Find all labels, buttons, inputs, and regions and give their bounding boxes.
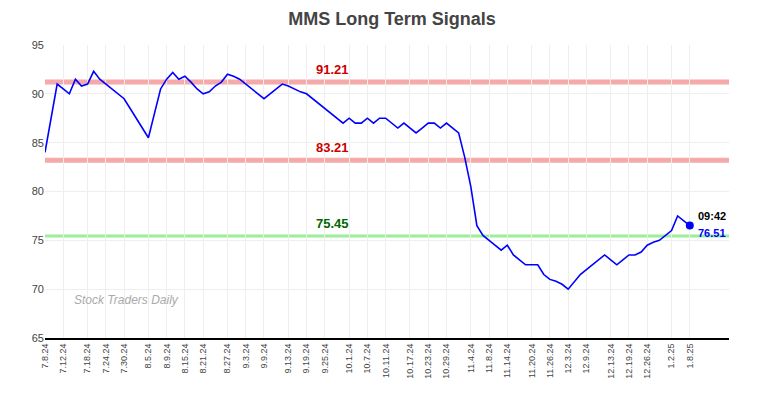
svg-text:Stock Traders Daily: Stock Traders Daily [74,293,179,307]
svg-text:11.26.24: 11.26.24 [545,344,555,378]
svg-text:11.8.24: 11.8.24 [484,344,494,373]
svg-text:7.12.24: 7.12.24 [58,344,68,374]
svg-text:8.9.24: 8.9.24 [162,344,172,369]
svg-text:75: 75 [32,234,44,246]
svg-text:9.25.24: 9.25.24 [320,344,330,374]
svg-text:65: 65 [32,332,44,344]
svg-text:75.45: 75.45 [316,216,349,231]
svg-text:70: 70 [32,283,44,295]
svg-text:10.1.24: 10.1.24 [344,344,354,374]
svg-text:10.29.24: 10.29.24 [441,344,451,379]
svg-text:10.17.24: 10.17.24 [405,344,415,379]
svg-text:7.30.24: 7.30.24 [119,344,129,374]
svg-text:7.18.24: 7.18.24 [83,344,93,374]
svg-text:09:42: 09:42 [698,210,726,222]
svg-text:7.8.24: 7.8.24 [40,344,50,369]
svg-text:10.7.24: 10.7.24 [362,344,372,374]
svg-text:83.21: 83.21 [316,140,349,155]
svg-text:8.15.24: 8.15.24 [180,344,190,374]
svg-text:9.3.24: 9.3.24 [241,344,251,369]
svg-text:85: 85 [32,137,44,149]
svg-text:10.23.24: 10.23.24 [423,344,433,379]
svg-text:9.9.24: 9.9.24 [259,344,269,369]
svg-text:76.51: 76.51 [698,227,726,239]
svg-text:12.19.24: 12.19.24 [624,344,634,379]
svg-text:9.19.24: 9.19.24 [301,344,311,374]
svg-text:12.3.24: 12.3.24 [563,344,573,374]
svg-text:91.21: 91.21 [316,62,349,77]
svg-text:80: 80 [32,185,44,197]
svg-text:90: 90 [32,88,44,100]
svg-text:1.8.25: 1.8.25 [685,344,695,369]
svg-text:11.4.24: 11.4.24 [466,344,476,373]
svg-text:8.21.24: 8.21.24 [198,344,208,374]
svg-text:95: 95 [32,39,44,51]
svg-text:12.26.24: 12.26.24 [642,344,652,379]
svg-text:11.20.24: 11.20.24 [527,344,537,378]
svg-text:12.13.24: 12.13.24 [606,344,616,379]
svg-text:1.2.25: 1.2.25 [666,344,676,369]
svg-text:12.9.24: 12.9.24 [581,344,591,374]
svg-text:10.11.24: 10.11.24 [381,344,391,378]
svg-text:8.27.24: 8.27.24 [222,344,232,374]
svg-text:9.13.24: 9.13.24 [283,344,293,374]
svg-text:8.5.24: 8.5.24 [143,344,153,369]
svg-text:MMS Long Term Signals: MMS Long Term Signals [288,9,496,29]
svg-text:11.14.24: 11.14.24 [502,344,512,378]
svg-text:7.24.24: 7.24.24 [101,344,111,374]
